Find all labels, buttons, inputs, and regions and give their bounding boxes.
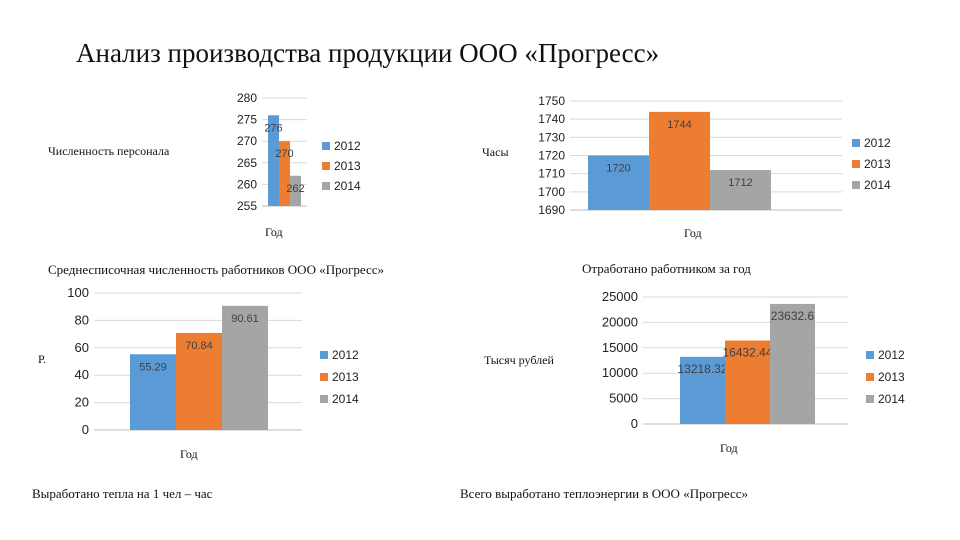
legend-label-2014: 2014 bbox=[864, 178, 891, 192]
data-label-2014: 23632.6 bbox=[771, 309, 815, 323]
legend-swatch-2012 bbox=[852, 139, 860, 147]
legend-swatch-2012 bbox=[322, 142, 330, 150]
y-tick-label: 10000 bbox=[602, 365, 638, 380]
bar-2014 bbox=[710, 170, 771, 210]
data-label-2014: 1712 bbox=[728, 177, 752, 189]
y-tick-label: 1720 bbox=[538, 149, 565, 163]
legend-label-2013: 2013 bbox=[878, 370, 905, 384]
legend-swatch-2014 bbox=[852, 181, 860, 189]
legend-swatch-2012 bbox=[866, 351, 874, 359]
caption-heat-per-hour: Выработано тепла на 1 чел – час bbox=[32, 486, 213, 501]
bar-2013 bbox=[725, 340, 770, 424]
legend-swatch-2013 bbox=[852, 160, 860, 168]
legend-label-2014: 2014 bbox=[332, 392, 359, 406]
bar-2012 bbox=[130, 354, 176, 430]
bar-2012 bbox=[680, 356, 725, 424]
data-label-2013: 16432.44 bbox=[722, 346, 772, 360]
legend-label-2014: 2014 bbox=[878, 392, 905, 406]
y-tick-label: 0 bbox=[82, 422, 89, 437]
y-tick-label: 260 bbox=[237, 177, 257, 191]
y-tick-label: 5000 bbox=[609, 391, 638, 406]
y-tick-label: 20000 bbox=[602, 314, 638, 329]
bar-2014 bbox=[290, 175, 301, 206]
legend-swatch-2013 bbox=[320, 373, 328, 381]
legend-swatch-2013 bbox=[866, 373, 874, 381]
y-tick-label: 275 bbox=[237, 113, 257, 127]
legend-swatch-2014 bbox=[322, 182, 330, 190]
legend-swatch-2012 bbox=[320, 351, 328, 359]
legend-label-2013: 2013 bbox=[332, 370, 359, 384]
y-axis-label: Часы bbox=[482, 145, 509, 159]
y-tick-label: 255 bbox=[237, 199, 257, 213]
page-title: Анализ производства продукции ООО «Прогр… bbox=[76, 38, 660, 68]
y-tick-label: 15000 bbox=[602, 340, 638, 355]
caption-total-heat: Всего выработано теплоэнергии в ООО «Про… bbox=[460, 486, 749, 501]
y-tick-label: 270 bbox=[237, 134, 257, 148]
y-tick-label: 60 bbox=[75, 340, 89, 355]
caption-hours: Отработано работником за год bbox=[582, 261, 751, 276]
data-label-2012: 276 bbox=[264, 122, 282, 134]
caption-staff: Среднесписочная численность работников О… bbox=[48, 262, 385, 277]
legend-label-2012: 2012 bbox=[864, 136, 891, 150]
legend-swatch-2014 bbox=[320, 395, 328, 403]
data-label-2014: 262 bbox=[286, 183, 304, 195]
data-label-2012: 13218.32 bbox=[677, 362, 727, 376]
y-tick-label: 1700 bbox=[538, 185, 565, 199]
legend-swatch-2014 bbox=[866, 395, 874, 403]
bar-2012 bbox=[268, 115, 279, 206]
y-axis-label: Тысяч рублей bbox=[484, 353, 554, 367]
bar-2012 bbox=[588, 155, 649, 210]
y-tick-label: 80 bbox=[75, 312, 89, 327]
data-label-2013: 1744 bbox=[667, 119, 691, 131]
y-tick-label: 25000 bbox=[602, 289, 638, 304]
x-axis-label: Год bbox=[180, 447, 198, 461]
bar-2013 bbox=[279, 141, 290, 206]
legend-label-2014: 2014 bbox=[334, 179, 361, 193]
y-tick-label: 1730 bbox=[538, 130, 565, 144]
x-axis-label: Год bbox=[265, 225, 283, 239]
bar-2014 bbox=[222, 305, 268, 430]
data-label-2013: 70.84 bbox=[185, 340, 213, 352]
y-tick-label: 40 bbox=[75, 367, 89, 382]
data-label-2013: 270 bbox=[275, 148, 293, 160]
bar-2013 bbox=[649, 111, 710, 210]
y-tick-label: 20 bbox=[75, 395, 89, 410]
y-axis-label: Численность персонала bbox=[48, 144, 170, 158]
legend-label-2013: 2013 bbox=[864, 157, 891, 171]
legend-label-2012: 2012 bbox=[332, 348, 359, 362]
x-axis-label: Год bbox=[684, 226, 702, 240]
legend-swatch-2013 bbox=[322, 162, 330, 170]
y-tick-label: 280 bbox=[237, 91, 257, 105]
x-axis-label: Год bbox=[720, 441, 738, 455]
legend-label-2012: 2012 bbox=[878, 348, 905, 362]
y-tick-label: 100 bbox=[67, 285, 89, 300]
y-tick-label: 1690 bbox=[538, 203, 565, 217]
y-axis-label: Р. bbox=[38, 352, 46, 366]
bar-2013 bbox=[176, 332, 222, 430]
y-tick-label: 265 bbox=[237, 156, 257, 170]
y-tick-label: 1750 bbox=[538, 94, 565, 108]
data-label-2012: 55.29 bbox=[139, 361, 167, 373]
data-label-2014: 90.61 bbox=[231, 313, 259, 325]
legend-label-2012: 2012 bbox=[334, 139, 361, 153]
y-tick-label: 1710 bbox=[538, 167, 565, 181]
legend-label-2013: 2013 bbox=[334, 159, 361, 173]
y-tick-label: 0 bbox=[631, 416, 638, 431]
bar-2014 bbox=[770, 303, 815, 424]
data-label-2012: 1720 bbox=[606, 163, 630, 175]
y-tick-label: 1740 bbox=[538, 112, 565, 126]
